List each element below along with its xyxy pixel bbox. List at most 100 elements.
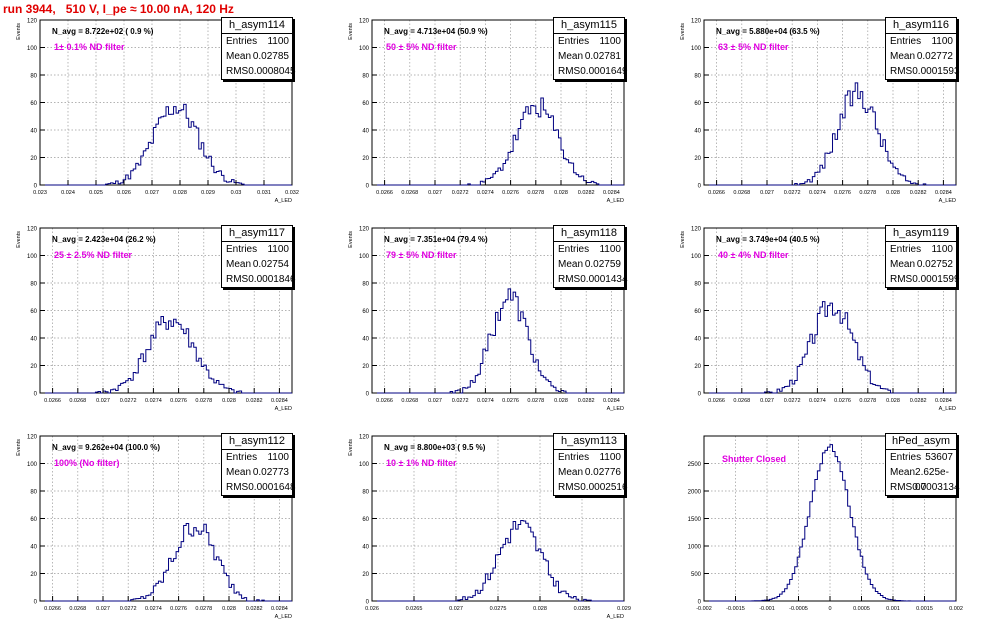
x-tick-label: 0.0272 <box>784 190 801 196</box>
x-tick-label: 0.0276 <box>170 606 187 612</box>
stats-entries-label: Entries <box>558 36 590 47</box>
stats-mean-label: Mean <box>890 467 916 478</box>
x-tick-label: 0.0285 <box>574 606 591 612</box>
stats-rms-label: RMS <box>558 482 581 493</box>
y-tick-label: 0 <box>34 184 38 190</box>
filter-annotation: 100% (No filter) <box>54 458 120 468</box>
stats-mean-row: Mean 2.625e-07 <box>886 465 956 493</box>
x-tick-label: 0.0278 <box>195 398 212 404</box>
y-tick-label: 0 <box>698 392 702 398</box>
x-tick-label: 0.028 <box>554 398 568 404</box>
stats-entries-value: 1100 <box>599 452 621 463</box>
x-tick-label: 0.0268 <box>733 398 750 404</box>
y-tick-label: 20 <box>362 572 369 578</box>
y-tick-label: 0 <box>366 392 370 398</box>
y-axis-title: Events <box>16 439 22 456</box>
stats-entries-row: Entries 1100 <box>222 242 292 257</box>
stats-rms-row: RMS 0.0003134 <box>886 480 960 495</box>
stats-mean-value: 0.02781 <box>584 51 621 62</box>
stats-rms-label: RMS <box>558 66 581 77</box>
y-axis-title: Events <box>16 23 22 40</box>
stats-mean-row: Mean 0.02781 <box>554 49 624 64</box>
stats-entries-label: Entries <box>226 244 258 255</box>
y-tick-label: 20 <box>694 364 701 370</box>
stats-rms-value: 0.0002516 <box>580 482 628 493</box>
stats-title: h_asym117 <box>222 226 292 242</box>
stats-mean-value: 0.02754 <box>252 259 289 270</box>
y-tick-label: 40 <box>30 545 37 551</box>
stats-mean-label: Mean <box>226 467 252 478</box>
x-tick-label: 0.028 <box>173 190 187 196</box>
y-tick-label: 120 <box>359 435 370 441</box>
x-tick-label: 0.001 <box>886 606 900 612</box>
stats-box: h_asym113 Entries 1100 Mean 0.02776 RMS 0.0002… <box>553 433 628 496</box>
histogram-panel-h_asym117: 0 20 40 60 80 100 120 0.0266 0.0268 0.027 0.0272 0.… <box>0 222 330 422</box>
y-tick-label: 60 <box>362 101 369 107</box>
stats-entries-label: Entries <box>226 36 258 47</box>
y-tick-label: 60 <box>694 309 701 315</box>
stats-mean-label: Mean <box>226 51 252 62</box>
stats-rms-label: RMS <box>890 66 913 77</box>
x-tick-label: 0.0282 <box>910 190 927 196</box>
stats-mean-value: 0.02785 <box>252 51 289 62</box>
stats-title: hPed_asym <box>886 434 956 450</box>
y-tick-label: 120 <box>27 19 38 25</box>
y-tick-label: 2000 <box>688 490 702 496</box>
x-tick-label: 0.0284 <box>603 190 620 196</box>
x-tick-label: 0.0278 <box>527 190 544 196</box>
stats-entries-row: Entries 1100 <box>222 450 292 465</box>
stats-title: h_asym116 <box>886 18 956 34</box>
stats-box: h_asym119 Entries 1100 Mean 0.02752 RMS 0.0001… <box>885 225 960 288</box>
stats-rms-row: RMS 0.0001599 <box>886 272 960 287</box>
stats-box: h_asym114 Entries 1100 Mean 0.02785 RMS 0.0008… <box>221 17 296 80</box>
x-axis-title: A_LED <box>939 406 956 412</box>
y-tick-label: 40 <box>362 129 369 135</box>
x-tick-label: 0.0005 <box>853 606 870 612</box>
x-tick-label: 0.028 <box>533 606 547 612</box>
stats-entries-value: 1100 <box>599 36 621 47</box>
stats-mean-value: 2.625e-07 <box>915 467 949 493</box>
stats-title: h_asym112 <box>222 434 292 450</box>
x-tick-label: 0.0276 <box>502 398 519 404</box>
x-tick-label: 0.0268 <box>69 606 86 612</box>
y-tick-label: 120 <box>359 227 370 233</box>
histogram-plot: 0 500 1000 1500 2000 2500 -0.002 -0.0015 -0.001 -… <box>688 435 963 612</box>
histogram-plot: 0 20 40 60 80 100 120 0.026 0.0265 0.027 0.0275 0.0… <box>348 435 631 621</box>
x-tick-label: 0.026 <box>365 606 379 612</box>
stats-box: h_asym116 Entries 1100 Mean 0.02772 RMS 0.0001… <box>885 17 960 80</box>
y-tick-label: 1500 <box>688 517 702 523</box>
x-tick-label: 0.0276 <box>834 190 851 196</box>
x-axis-title: A_LED <box>275 406 292 412</box>
x-tick-label: -0.0015 <box>726 606 745 612</box>
x-tick-label: 0.027 <box>145 190 159 196</box>
stats-rms-row: RMS 0.0002516 <box>554 480 628 495</box>
stats-rms-label: RMS <box>226 66 249 77</box>
x-tick-label: 0.029 <box>201 190 215 196</box>
y-tick-label: 500 <box>691 572 702 578</box>
x-tick-label: 0.0274 <box>477 398 494 404</box>
stats-rms-value: 0.0001434 <box>580 274 628 285</box>
y-axis-title: Events <box>680 231 686 248</box>
filter-annotation: 50 ± 5% ND filter <box>386 42 457 52</box>
x-tick-label: 0.026 <box>117 190 131 196</box>
y-tick-label: 20 <box>30 572 37 578</box>
stats-entries-row: Entries 1100 <box>886 34 956 49</box>
x-tick-label: 0.025 <box>89 190 103 196</box>
stats-mean-value: 0.02776 <box>584 467 621 478</box>
histogram-series <box>40 103 292 186</box>
stats-mean-row: Mean 0.02752 <box>886 257 956 272</box>
y-tick-label: 20 <box>30 364 37 370</box>
stats-box: h_asym118 Entries 1100 Mean 0.02759 RMS 0.0001… <box>553 225 628 288</box>
y-tick-label: 120 <box>691 227 702 233</box>
y-tick-label: 20 <box>362 156 369 162</box>
stats-entries-label: Entries <box>890 36 922 47</box>
histogram-panel-h_asym116: 0 20 40 60 80 100 120 0.0266 0.0268 0.027 0.0272 0.… <box>664 14 994 214</box>
histogram-panel-h_asym113: 0 20 40 60 80 100 120 0.026 0.0265 0.027 0.0275 0.0… <box>332 430 662 630</box>
y-axis-title: Events <box>680 23 686 40</box>
stats-entries-row: Entries 1100 <box>554 34 624 49</box>
n-avg-label: N_avg = 8.722e+02 ( 0.9 %) <box>52 27 154 36</box>
stats-title: h_asym114 <box>222 18 292 34</box>
n-avg-label: N_avg = 7.351e+04 (79.4 %) <box>384 235 488 244</box>
histogram-panel-h_asym114: 0 20 40 60 80 100 120 0.023 0.024 0.025 0.026 0.027… <box>0 14 330 214</box>
histogram-panel-h_asym115: 0 20 40 60 80 100 120 0.0266 0.0268 0.027 0.0272 0.… <box>332 14 662 214</box>
